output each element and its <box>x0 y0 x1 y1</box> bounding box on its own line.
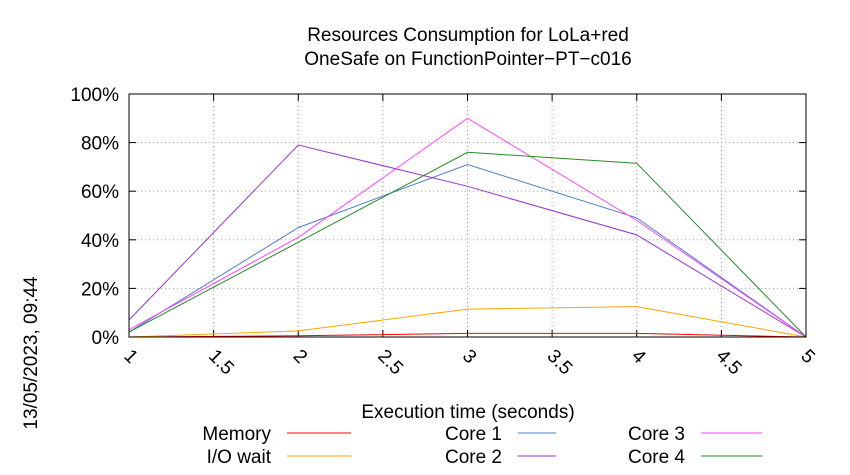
chart-title: Resources Consumption for LoLa+red <box>307 25 629 46</box>
x-tick-label: 2.5 <box>373 346 407 380</box>
x-tick-label: 4.5 <box>712 346 746 380</box>
series-lines <box>128 117 807 338</box>
plot-frame <box>128 93 807 338</box>
x-tick-label: 1.5 <box>204 346 238 380</box>
legend-label-core-4: Core 4 <box>628 447 685 468</box>
x-tick-label: 3.5 <box>543 346 577 380</box>
y-tick-label: 40% <box>81 231 119 252</box>
x-tick-label: 1 <box>119 346 141 368</box>
x-tick-labels: 1 1.5 2 2.5 3 3.5 4 4.5 5 <box>119 346 818 380</box>
legend-label-memory: Memory <box>202 424 271 445</box>
timestamp-label: 13/05/2023, 09:44 <box>21 276 42 430</box>
series-line-core-1 <box>128 163 807 338</box>
y-tick-label: 20% <box>81 279 119 300</box>
series-line-core-2 <box>128 144 807 338</box>
x-axis-label: Execution time (seconds) <box>361 402 574 423</box>
y-tick-labels: 0% 20% 40% 60% 80% 100% <box>70 85 119 349</box>
grid <box>129 94 806 337</box>
x-tick-label: 5 <box>796 346 818 368</box>
x-tick-label: 2 <box>289 346 311 368</box>
y-tick-label: 60% <box>81 182 119 203</box>
series-line-core-4 <box>128 151 807 338</box>
x-tick-label: 3 <box>458 346 480 368</box>
legend-label-core-1: Core 1 <box>445 424 502 445</box>
legend-label-i-o-wait: I/O wait <box>207 447 272 468</box>
chart-subtitle: OneSafe on FunctionPointer−PT−c016 <box>304 49 631 70</box>
legend-label-core-3: Core 3 <box>628 424 685 445</box>
y-tick-label: 80% <box>81 134 119 155</box>
y-tick-label: 0% <box>92 328 120 349</box>
series-line-i-o-wait <box>128 306 807 338</box>
x-tick-label: 4 <box>627 346 650 369</box>
series-line-memory <box>128 332 807 338</box>
series-line-core-3 <box>128 117 807 338</box>
legend-label-core-2: Core 2 <box>445 447 502 468</box>
y-tick-label: 100% <box>70 85 119 106</box>
